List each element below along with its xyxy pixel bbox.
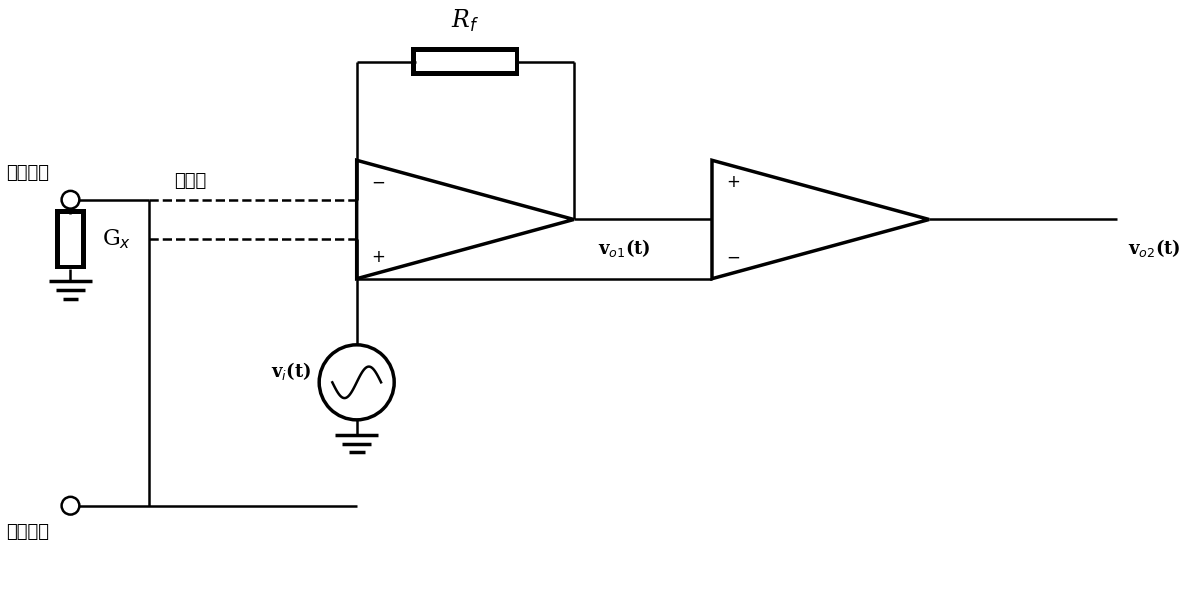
Text: v$_i$(t): v$_i$(t)	[271, 360, 312, 382]
Bar	[55, 209, 86, 269]
Text: v$_{o2}$(t): v$_{o2}$(t)	[1128, 237, 1182, 259]
Text: v$_{o1}$(t): v$_{o1}$(t)	[599, 237, 651, 259]
Text: $+$: $+$	[726, 173, 740, 191]
Bar	[60, 214, 81, 265]
Text: 屏蔽层: 屏蔽层	[174, 172, 206, 190]
Text: G$_x$: G$_x$	[102, 227, 131, 251]
Text: 保护电极: 保护电极	[6, 524, 49, 541]
Text: 测量电极: 测量电极	[6, 164, 49, 182]
Bar	[416, 52, 514, 71]
Text: $+$: $+$	[370, 248, 384, 266]
Text: $-$: $-$	[370, 173, 384, 191]
Bar	[412, 47, 519, 76]
Text: R$_f$: R$_f$	[451, 8, 480, 34]
Text: $-$: $-$	[726, 248, 740, 266]
